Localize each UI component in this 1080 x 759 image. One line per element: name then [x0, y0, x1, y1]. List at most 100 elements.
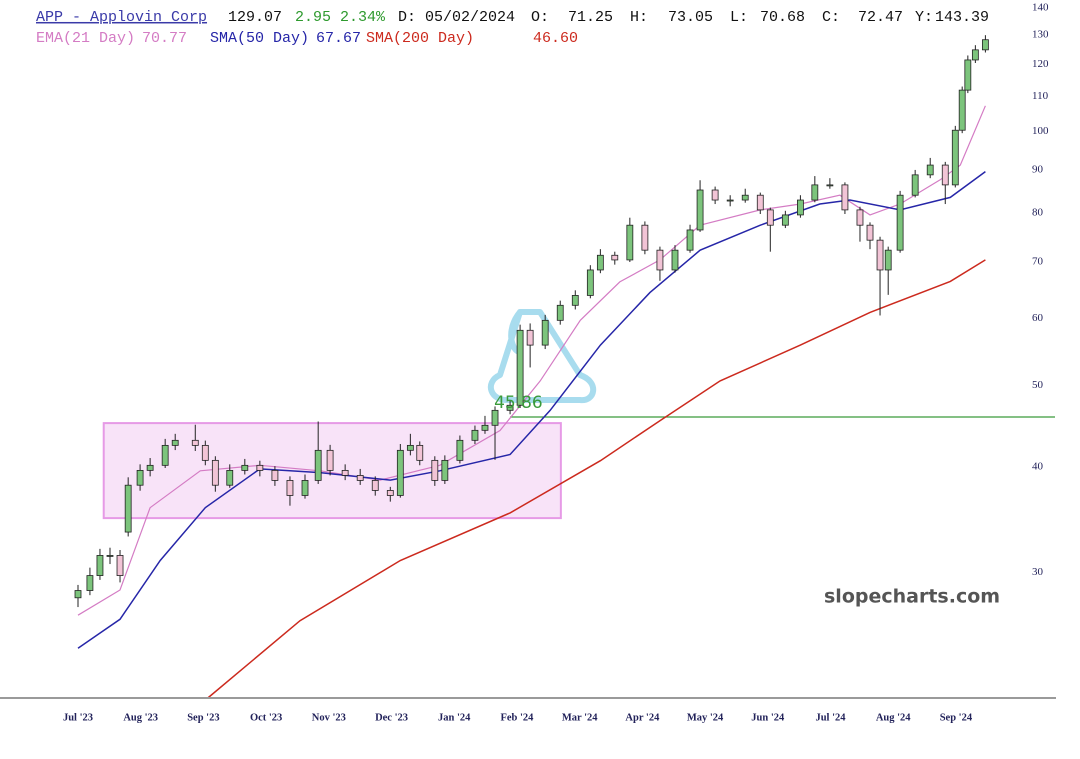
x-tick-label: Jun '24 — [751, 712, 785, 723]
y-tick-label: 120 — [1032, 58, 1049, 70]
candle-body — [441, 459, 449, 481]
legend-value: 67.67 — [316, 30, 361, 47]
quote-y-value: 143.39 — [935, 9, 989, 26]
quote-close-label: C: — [822, 9, 840, 26]
quote-low: 70.68 — [760, 9, 805, 26]
y-tick-label: 140 — [1032, 2, 1049, 14]
x-tick-label: Nov '23 — [312, 712, 346, 723]
candle-body — [841, 184, 849, 211]
candle-body — [201, 444, 209, 461]
candle-body — [106, 555, 114, 557]
candle-body — [191, 439, 199, 446]
candle-body — [911, 174, 919, 196]
y-tick-label: 90 — [1032, 163, 1044, 175]
candle-body — [256, 464, 264, 471]
candle-body — [271, 469, 279, 481]
candle-body — [811, 184, 819, 201]
candle-body — [124, 484, 132, 533]
x-tick-label: Oct '23 — [250, 712, 282, 723]
candle-body — [326, 449, 334, 471]
x-tick-label: Mar '24 — [562, 712, 598, 723]
y-tick-label: 30 — [1032, 566, 1044, 578]
candle-body — [226, 469, 234, 486]
header: APP - Applovin Corp 129.07 2.95 2.34% D:… — [36, 9, 989, 26]
candle-body — [241, 464, 249, 471]
candle-body — [211, 459, 219, 486]
legend-value: 70.77 — [142, 30, 187, 47]
ma-line — [77, 170, 986, 649]
candle-body — [286, 480, 294, 496]
candle-body — [161, 444, 169, 466]
candle-body — [781, 214, 789, 226]
candle-body — [506, 404, 514, 411]
candle-body — [586, 269, 594, 296]
candle-body — [96, 555, 104, 576]
candle-body — [671, 249, 679, 271]
candle-body — [516, 329, 524, 406]
y-tick-label: 70 — [1032, 256, 1044, 268]
legend-value: 46.60 — [533, 30, 578, 47]
ma-line — [207, 259, 986, 699]
candle-body — [686, 229, 694, 251]
quote-high: 73.05 — [668, 9, 713, 26]
candle-body — [556, 304, 564, 321]
quote-last: 129.07 — [228, 9, 282, 26]
candle-body — [471, 429, 479, 441]
x-tick-label: Jul '23 — [63, 712, 93, 723]
candle-body — [656, 249, 664, 271]
y-tick-label: 40 — [1032, 461, 1044, 473]
x-tick-label: Feb '24 — [500, 712, 534, 723]
candle-body — [491, 409, 499, 426]
candle-body — [406, 444, 414, 451]
legend: EMA(21 Day) 70.77 SMA(50 Day) 67.67 SMA(200 … — [36, 30, 578, 47]
candle-body — [371, 480, 379, 491]
candle-body — [314, 449, 322, 481]
x-tick-label: Sep '24 — [940, 712, 973, 723]
quote-change-pct: 2.34% — [340, 9, 386, 26]
y-tick-label: 80 — [1032, 207, 1044, 219]
y-tick-label: 60 — [1032, 312, 1044, 324]
legend-name: EMA(21 Day) — [36, 30, 135, 47]
legend-name: SMA(200 Day) — [366, 30, 474, 47]
candle-body — [526, 329, 534, 346]
candle-body — [611, 254, 619, 261]
legend-name: SMA(50 Day) — [210, 30, 309, 47]
candle-body — [146, 464, 154, 471]
candle-body — [116, 555, 124, 576]
candle-body — [431, 459, 439, 481]
quote-change: 2.95 — [295, 9, 331, 26]
y-tick-label: 100 — [1032, 125, 1049, 137]
candle-body — [766, 209, 774, 226]
candle-body — [826, 184, 834, 187]
candle-body — [301, 480, 309, 496]
quote-date: D: 05/02/2024 — [398, 9, 515, 26]
x-tick-label: Jan '24 — [438, 712, 471, 723]
x-tick-label: Apr '24 — [625, 712, 660, 723]
candle-body — [341, 469, 349, 476]
quote-low-label: L: — [730, 9, 748, 26]
candle-body — [971, 49, 979, 61]
candle-body — [884, 249, 892, 271]
candle-body — [541, 319, 549, 346]
watermark: slopecharts.com — [824, 586, 1000, 608]
candle-body — [964, 59, 972, 91]
candle-body — [416, 444, 424, 461]
y-tick-label: 50 — [1032, 379, 1044, 391]
candle-body — [726, 199, 734, 202]
candle-body — [711, 189, 719, 201]
chart-title: APP - Applovin Corp — [36, 9, 207, 26]
level-label: 45.86 — [494, 393, 543, 413]
y-tick-label: 110 — [1032, 90, 1049, 102]
x-tick-label: Dec '23 — [375, 712, 408, 723]
candle-body — [86, 575, 94, 591]
quote-open-label: O: — [531, 9, 549, 26]
quote-y-label: Y: — [915, 9, 933, 26]
candle-body — [626, 224, 634, 261]
candle-body — [797, 199, 804, 216]
candle-body — [136, 469, 144, 486]
x-tick-label: Sep '23 — [187, 712, 219, 723]
candle-body — [386, 490, 394, 496]
candle-body — [981, 39, 989, 51]
